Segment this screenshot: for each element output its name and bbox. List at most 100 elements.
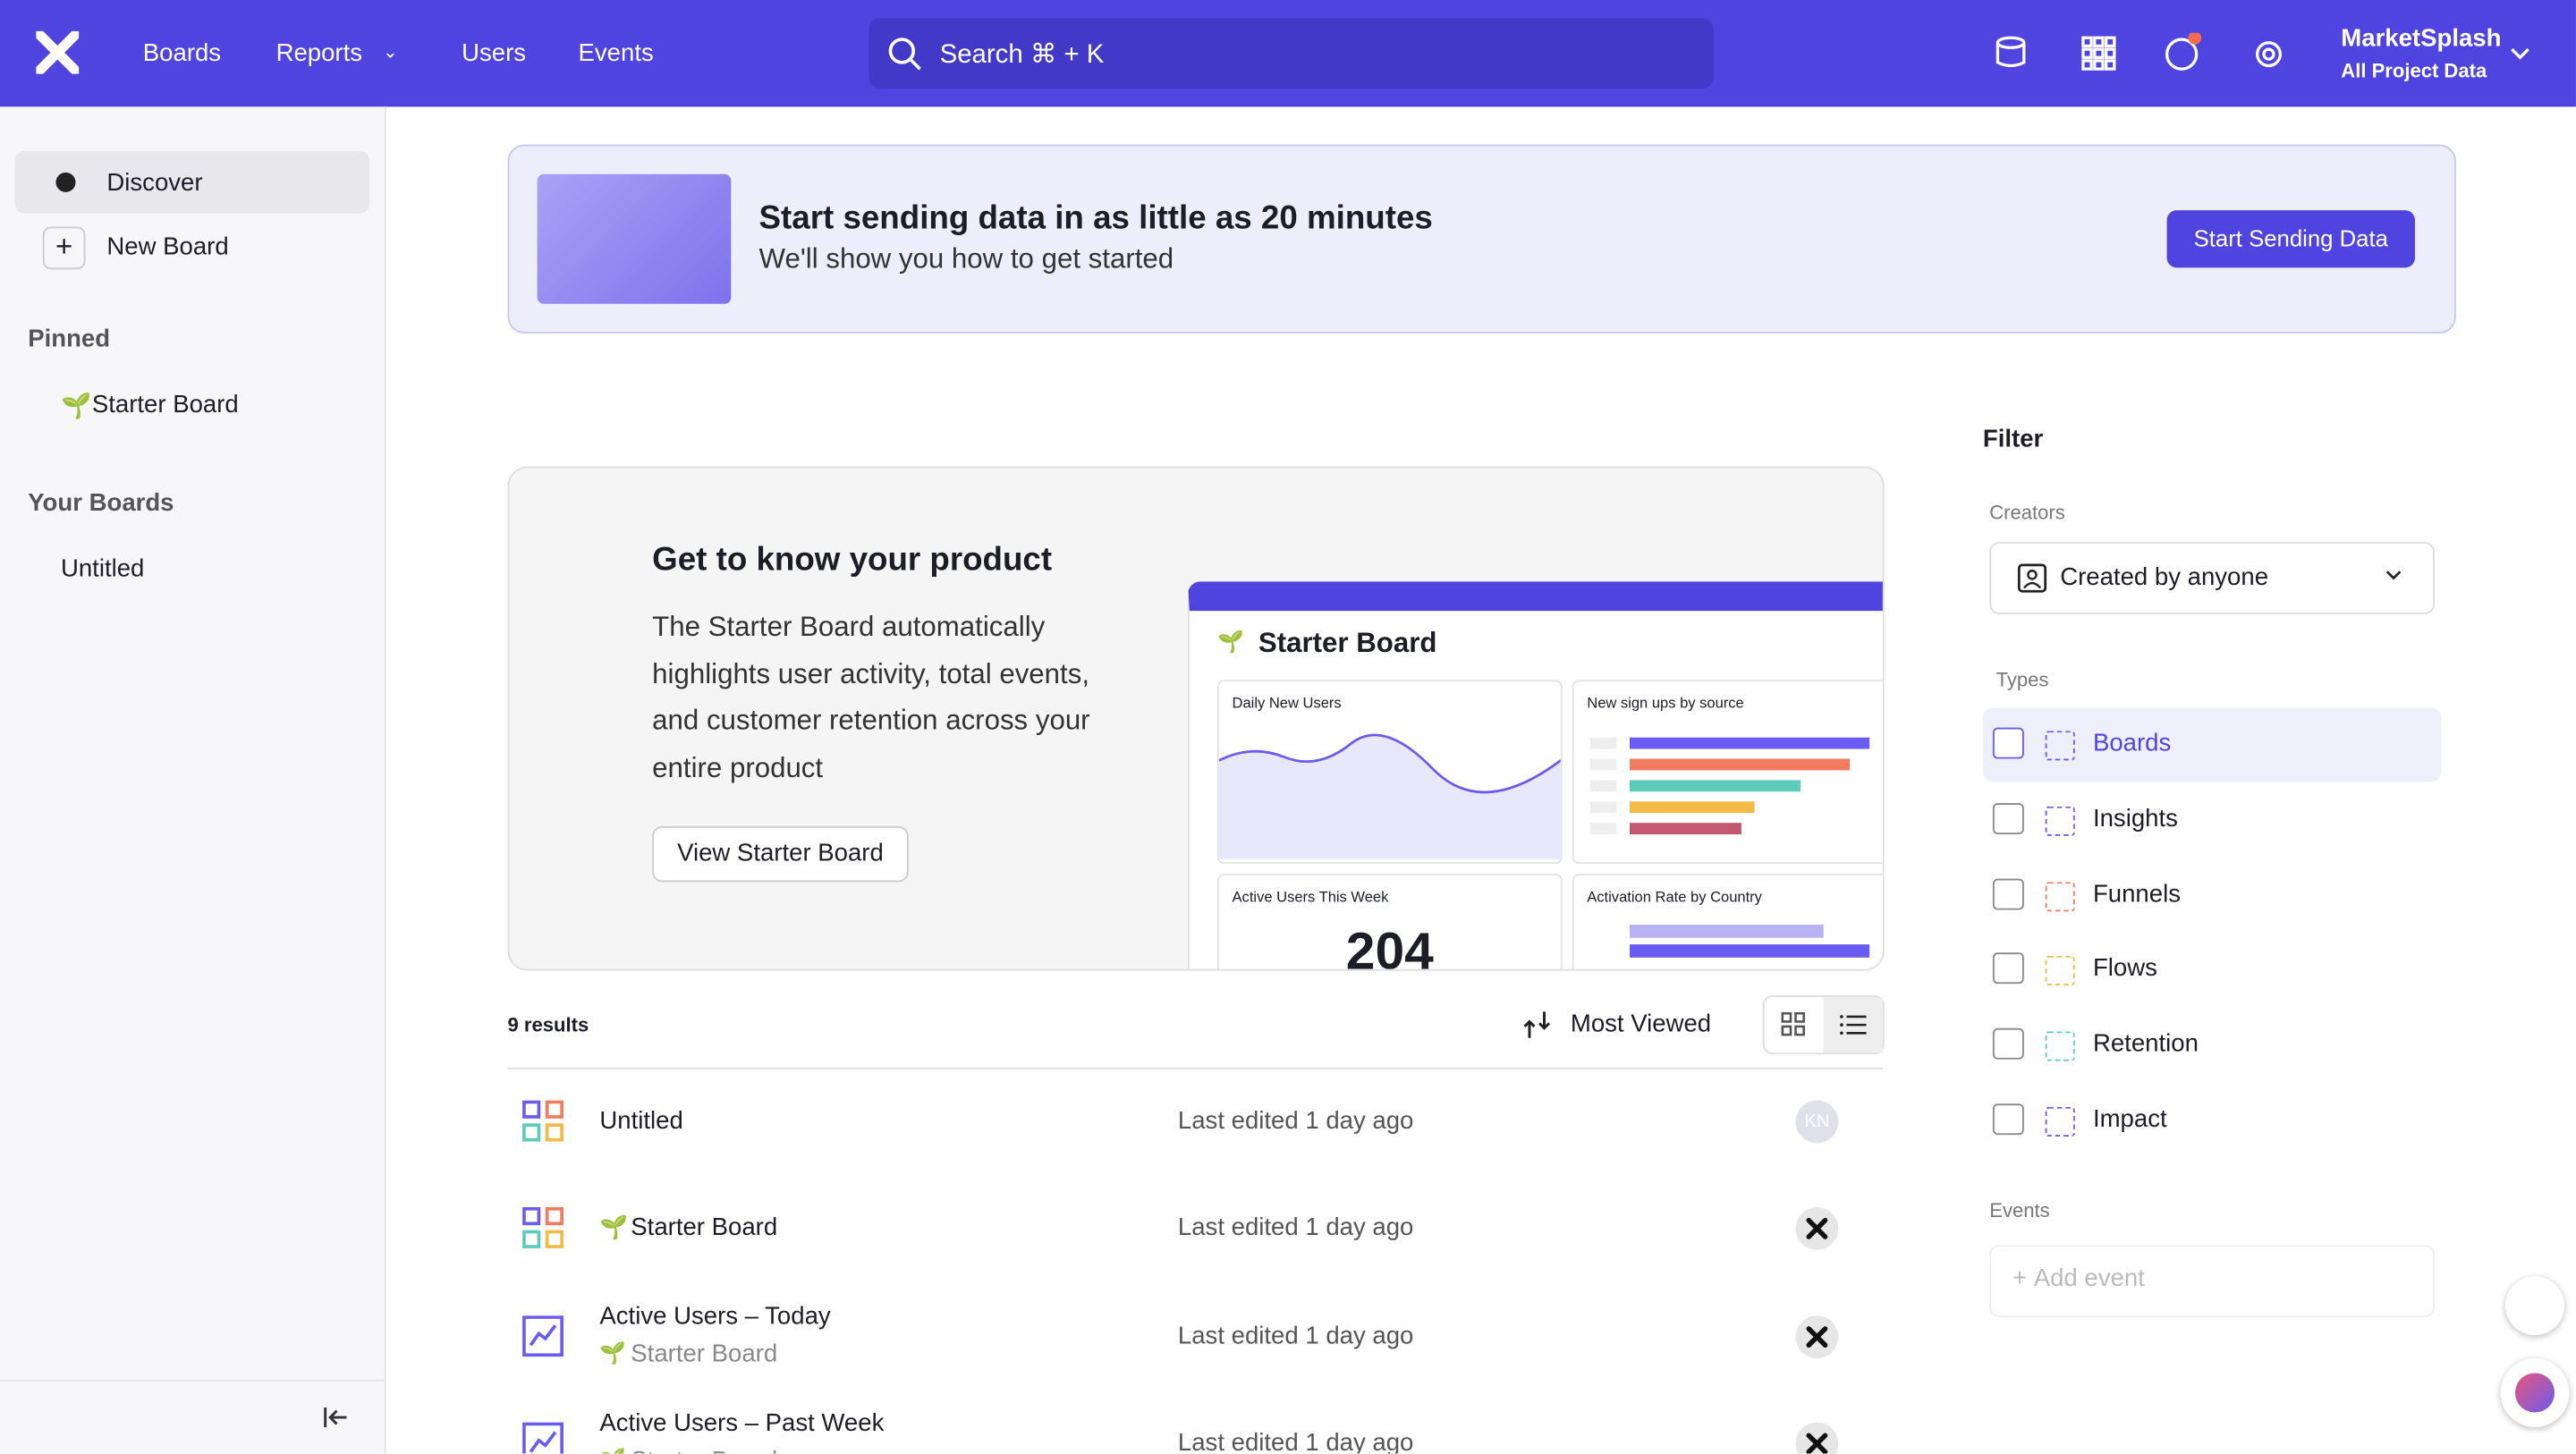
bar-chart: [1589, 737, 1870, 835]
filter-heading: Filter: [1982, 425, 2044, 453]
preview-card-title: Activation Rate by Country: [1587, 888, 1762, 906]
row-edited: Last edited 1 day ago: [1177, 1321, 1414, 1350]
type-label[interactable]: Retention: [2092, 1029, 2199, 1059]
avatar: [1795, 1315, 1839, 1358]
nav-link[interactable]: Users: [462, 39, 527, 68]
avatar: [1795, 1207, 1839, 1251]
row-icon: [522, 1100, 564, 1142]
type-label[interactable]: Insights: [2092, 804, 2178, 833]
banner-image: [537, 173, 732, 304]
creators-dropdown[interactable]: Created by anyone: [1989, 542, 2435, 614]
banner-title: Start sending data in as little as 20 mi…: [758, 200, 1433, 237]
view-icons: [1781, 1011, 1867, 1036]
type-row-highlight[interactable]: [1982, 707, 2442, 782]
avatar-logo: [1806, 1325, 1828, 1348]
add-event-label[interactable]: + Add event: [2012, 1264, 2145, 1293]
search-placeholder: Search ⌘ + K: [939, 40, 1105, 70]
start-sending-button[interactable]: Start Sending Data: [2166, 210, 2415, 268]
type-checkbox[interactable]: [1992, 802, 2024, 834]
type-label[interactable]: Funnels: [2092, 879, 2181, 908]
banner: Start sending data in as little as 20 mi…: [507, 144, 2456, 334]
assistant-button[interactable]: [2500, 1357, 2570, 1428]
banner-subtitle: We'll show you how to get started: [758, 242, 1174, 275]
new-board[interactable]: New Board: [106, 232, 229, 262]
type-icon: [2045, 881, 2075, 911]
row-board[interactable]: Starter Board: [631, 1447, 777, 1454]
nav-link[interactable]: Reports: [275, 39, 363, 68]
board-link[interactable]: Untitled: [60, 554, 145, 584]
preview-card-title: Active Users This Week: [1232, 888, 1389, 906]
compass-icon: [55, 172, 76, 192]
account-name[interactable]: MarketSplash: [2341, 24, 2502, 53]
type-checkbox[interactable]: [1992, 1028, 2024, 1061]
row-name[interactable]: Active Users – Today: [599, 1301, 831, 1330]
preview-card-title: Daily New Users: [1232, 694, 1342, 712]
avatar: KN: [1795, 1100, 1839, 1144]
translate-button[interactable]: [2504, 1276, 2565, 1336]
creators-value: Created by anyone: [2060, 562, 2269, 592]
row-edited: Last edited 1 day ago: [1177, 1428, 1414, 1454]
preview-card: Daily New Users: [1216, 680, 1563, 865]
add-event-text: Add event: [2033, 1264, 2145, 1293]
pinned-board[interactable]: Starter Board: [91, 391, 239, 419]
plus-icon[interactable]: +: [42, 226, 86, 270]
divider: [507, 1067, 1883, 1069]
row-board[interactable]: Starter Board: [631, 1340, 778, 1368]
type-icon: [2045, 1106, 2075, 1137]
view-starter-button[interactable]: View Starter Board: [652, 825, 909, 883]
add-event[interactable]: + Add event: [1989, 1245, 2435, 1318]
sprout: 🌱: [60, 392, 92, 421]
logo[interactable]: [36, 30, 80, 74]
avatar-logo: [1806, 1433, 1828, 1454]
promo-title: Get to know your product: [652, 542, 1053, 579]
type-checkbox[interactable]: [1992, 1103, 2024, 1136]
assistant-icon: [2514, 1373, 2555, 1413]
account-project[interactable]: All Project Data: [2341, 59, 2487, 82]
discover-item[interactable]: Discover: [14, 150, 370, 214]
preview-card: New sign ups by source: [1572, 680, 1883, 865]
sort-label[interactable]: Most Viewed: [1570, 1010, 1712, 1038]
search-icon: [888, 38, 921, 71]
user-icon: [2017, 563, 2047, 593]
collapse-icon[interactable]: [324, 1406, 350, 1429]
chevron: [2385, 571, 2402, 580]
row-name[interactable]: Active Users – Past Week: [599, 1408, 885, 1437]
type-label[interactable]: Impact: [2092, 1105, 2167, 1134]
view-toggle[interactable]: [1762, 995, 1885, 1055]
nav-icons[interactable]: [1991, 32, 2303, 76]
row-name[interactable]: Starter Board: [631, 1213, 778, 1243]
type-checkbox[interactable]: [1992, 953, 2024, 985]
type-icon: [2045, 1031, 2075, 1061]
row-icon: [522, 1207, 564, 1249]
nav-link[interactable]: Events: [578, 39, 654, 68]
divider: [0, 1379, 385, 1382]
type-checkbox[interactable]: [1992, 877, 2024, 909]
sprout: 🌱: [1216, 629, 1244, 655]
avatar: [1795, 1422, 1839, 1454]
row-icon: [522, 1315, 564, 1357]
search-box[interactable]: Search ⌘ + K: [869, 18, 1714, 89]
type-label[interactable]: Flows: [2092, 954, 2157, 984]
bar-chart: [1630, 925, 1870, 958]
preview: 🌱 Starter Board Daily New Users New sign …: [1187, 581, 1883, 971]
active-users-value: 204: [1345, 921, 1434, 971]
avatar-logo: [1806, 1218, 1828, 1240]
row-edited: Last edited 1 day ago: [1177, 1106, 1414, 1136]
results-count: 9 results: [507, 1013, 589, 1036]
area-chart: [1218, 733, 1561, 859]
chevron: ⌄: [382, 42, 398, 63]
discover-label: Discover: [106, 169, 203, 198]
type-icon: [2045, 956, 2075, 986]
sort-icon[interactable]: [1521, 1009, 1555, 1042]
filter-label: Types: [1996, 668, 2049, 692]
preview-title: Starter Board: [1258, 627, 1437, 659]
preview-card-title: New sign ups by source: [1587, 694, 1744, 712]
sprout: 🌱: [599, 1447, 626, 1454]
type-checkbox[interactable]: [1992, 727, 2024, 759]
type-label[interactable]: Boards: [2092, 729, 2172, 757]
nav-link[interactable]: Boards: [142, 39, 222, 68]
section-heading: Your Boards: [28, 489, 174, 518]
row-name[interactable]: Untitled: [599, 1106, 683, 1136]
